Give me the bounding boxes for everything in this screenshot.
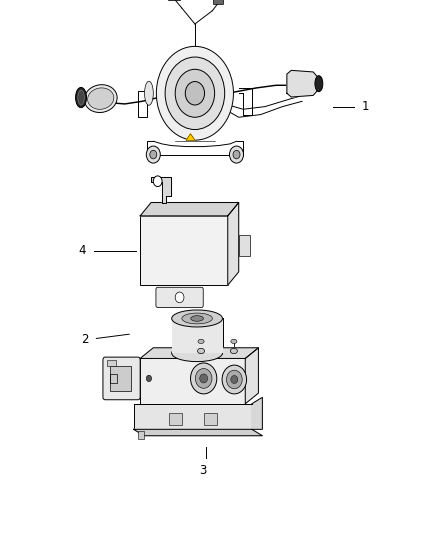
Ellipse shape [88, 88, 114, 109]
Bar [140, 359, 245, 404]
Bar [134, 404, 252, 430]
Circle shape [233, 150, 240, 159]
Ellipse shape [172, 310, 223, 327]
Circle shape [150, 150, 157, 159]
Text: 1: 1 [361, 100, 369, 113]
Ellipse shape [231, 375, 238, 384]
Circle shape [175, 69, 215, 117]
Circle shape [146, 375, 152, 382]
Polygon shape [252, 398, 262, 430]
Bar [107, 360, 116, 366]
Bar [110, 366, 131, 391]
Bar [140, 216, 228, 285]
Circle shape [146, 146, 160, 163]
Ellipse shape [78, 90, 84, 105]
Text: 2: 2 [81, 333, 88, 346]
Text: 3: 3 [199, 464, 207, 477]
Polygon shape [245, 348, 258, 404]
Ellipse shape [315, 76, 323, 92]
Ellipse shape [191, 363, 217, 394]
Circle shape [175, 292, 184, 303]
Bar [169, 414, 182, 425]
Ellipse shape [182, 313, 212, 324]
Ellipse shape [191, 316, 203, 321]
Ellipse shape [195, 369, 212, 388]
Ellipse shape [200, 374, 208, 383]
Polygon shape [151, 177, 171, 203]
Ellipse shape [222, 365, 247, 394]
Polygon shape [140, 203, 239, 216]
Ellipse shape [145, 82, 153, 106]
Circle shape [185, 82, 205, 105]
Circle shape [165, 57, 225, 130]
Ellipse shape [76, 87, 86, 108]
Bar [110, 374, 117, 383]
Polygon shape [140, 348, 258, 359]
Polygon shape [228, 203, 239, 285]
Polygon shape [134, 430, 262, 436]
Circle shape [153, 176, 162, 187]
Bar [138, 432, 144, 439]
Ellipse shape [198, 340, 204, 344]
Ellipse shape [85, 85, 117, 112]
Circle shape [230, 146, 244, 163]
Ellipse shape [198, 349, 205, 354]
Bar [204, 414, 217, 425]
FancyBboxPatch shape [103, 357, 140, 400]
Ellipse shape [230, 349, 237, 354]
Bar [172, 318, 223, 353]
Text: 4: 4 [79, 244, 86, 257]
Bar [239, 235, 250, 256]
Circle shape [156, 46, 233, 140]
Polygon shape [287, 70, 320, 97]
Ellipse shape [172, 345, 223, 361]
Polygon shape [186, 134, 195, 140]
Ellipse shape [231, 340, 237, 344]
Ellipse shape [226, 370, 242, 389]
FancyBboxPatch shape [156, 287, 203, 308]
Bar [213, 0, 223, 4]
